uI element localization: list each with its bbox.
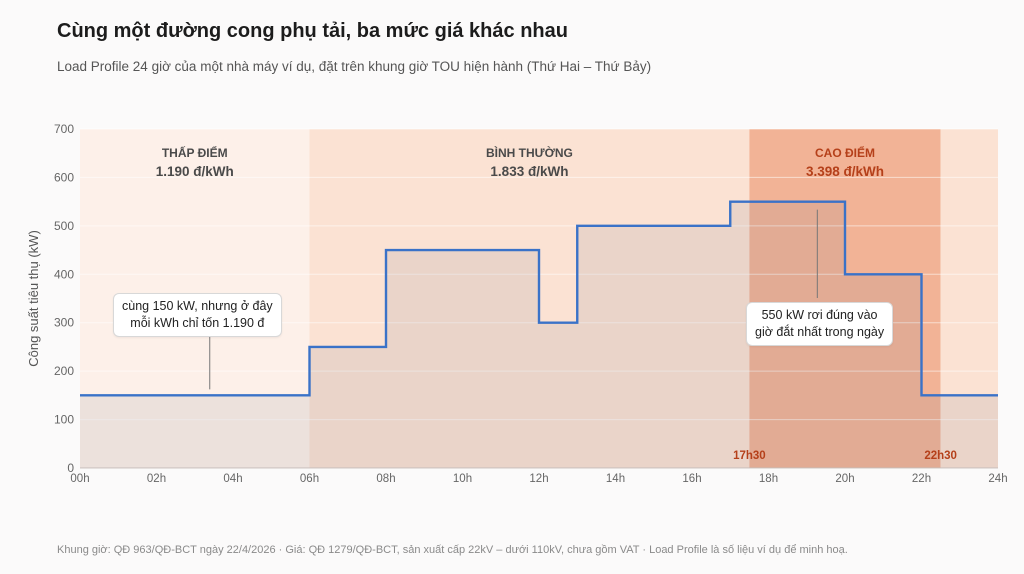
x-tick-label: 14h <box>606 473 625 485</box>
x-tick-label: 22h <box>912 473 931 485</box>
x-tick-label: 10h <box>453 473 472 485</box>
x-tick-label: 06h <box>300 473 319 485</box>
offpeak-annotation: cùng 150 kW, nhưng ở đây mỗi kWh chỉ tốn… <box>113 293 282 337</box>
y-tick-label: 200 <box>54 364 74 378</box>
y-tick-label: 100 <box>54 413 74 427</box>
peak-annotation: 550 kW rơi đúng vào giờ đắt nhất trong n… <box>746 302 894 346</box>
x-tick-label: 24h <box>988 473 1007 485</box>
y-tick-label: 600 <box>54 170 74 184</box>
tou-zone-price: 1.190 đ/kWh <box>156 164 234 179</box>
y-tick-label: 700 <box>54 122 74 136</box>
tou-zone-band <box>749 129 941 468</box>
chart-title: Cùng một đường cong phụ tải, ba mức giá … <box>57 20 568 42</box>
y-axis-label: Công suất tiêu thụ (kW) <box>26 230 41 367</box>
x-tick-label: 18h <box>759 473 778 485</box>
tou-zone-name: THẤP ĐIỂM <box>162 145 228 160</box>
chart-subtitle: Load Profile 24 giờ của một nhà máy ví d… <box>57 59 652 74</box>
x-tick-label: 00h <box>70 473 89 485</box>
tou-zone-price: 3.398 đ/kWh <box>806 164 884 179</box>
source-note: Khung giờ: QĐ 963/QĐ-BCT ngày 22/4/2026 … <box>57 544 848 556</box>
peak-boundary-label: 22h30 <box>924 450 957 462</box>
tou-zone-name: CAO ĐIỂM <box>815 145 875 160</box>
annotation-line: cùng 150 kW, nhưng ở đây <box>122 299 273 313</box>
y-tick-label: 400 <box>54 267 74 281</box>
series-area <box>80 201 998 468</box>
y-tick-label: 0 <box>67 461 74 475</box>
annotation-line: giờ đắt nhất trong ngày <box>755 325 885 339</box>
tou-zone-name: BÌNH THƯỜNG <box>486 145 573 160</box>
annotation-line: mỗi kWh chỉ tốn 1.190 đ <box>130 316 265 330</box>
peak-boundary-label: 17h30 <box>733 450 766 462</box>
x-tick-label: 02h <box>147 473 166 485</box>
tou-zone-band <box>309 129 750 468</box>
tou-zone-band <box>940 129 998 468</box>
series-line <box>80 200 998 397</box>
x-tick-label: 20h <box>835 473 854 485</box>
x-tick-label: 16h <box>682 473 701 485</box>
x-tick-label: 12h <box>529 473 548 485</box>
x-tick-label: 04h <box>223 473 242 485</box>
y-tick-label: 300 <box>54 316 74 330</box>
y-tick-label: 500 <box>54 219 74 233</box>
annotation-line: 550 kW rơi đúng vào <box>761 308 878 322</box>
tou-zone-price: 1.833 đ/kWh <box>490 164 568 179</box>
x-tick-label: 08h <box>376 473 395 485</box>
